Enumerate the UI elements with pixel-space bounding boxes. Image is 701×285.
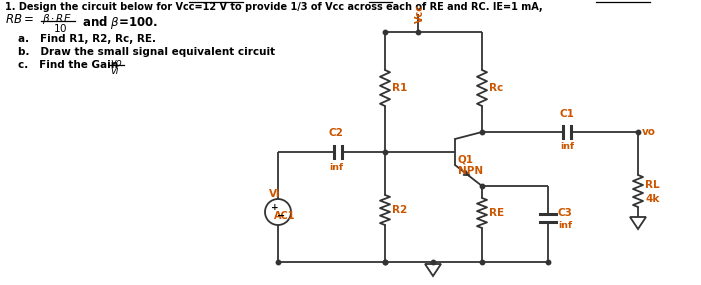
- Text: vo: vo: [642, 127, 656, 137]
- Text: +: +: [271, 203, 279, 211]
- Text: 4k: 4k: [645, 194, 660, 204]
- Text: Vi: Vi: [269, 189, 280, 199]
- Text: b.   Draw the small signal equivalent circuit: b. Draw the small signal equivalent circ…: [18, 47, 275, 57]
- Text: Vcc: Vcc: [415, 4, 425, 23]
- Text: inf: inf: [560, 142, 574, 151]
- Text: Q1: Q1: [458, 155, 474, 165]
- Text: C2: C2: [329, 128, 343, 138]
- Text: c.   Find the Gain: c. Find the Gain: [18, 60, 118, 70]
- Text: inf: inf: [558, 221, 572, 229]
- Text: −: −: [277, 211, 285, 221]
- Text: $RB =$: $RB =$: [5, 13, 34, 26]
- Text: a.   Find R1, R2, Rc, RE.: a. Find R1, R2, Rc, RE.: [18, 34, 156, 44]
- Text: vi: vi: [110, 66, 118, 76]
- Text: $\beta\cdot RE$: $\beta\cdot RE$: [42, 12, 72, 26]
- Text: $10$: $10$: [53, 22, 67, 34]
- Text: R2: R2: [392, 205, 407, 215]
- Text: C3: C3: [558, 208, 573, 218]
- Text: RL: RL: [645, 180, 660, 190]
- Text: Rc: Rc: [489, 83, 503, 93]
- Text: RE: RE: [489, 208, 504, 218]
- Text: NPN: NPN: [458, 166, 483, 176]
- Text: vo: vo: [110, 58, 122, 68]
- Text: and $\beta$=100.: and $\beta$=100.: [78, 14, 158, 31]
- Text: inf: inf: [329, 163, 343, 172]
- Text: AC1: AC1: [274, 211, 296, 221]
- Text: R1: R1: [392, 83, 407, 93]
- Text: 1. Design the circuit below for Vcc=12 V to provide 1/3 of Vcc across each of RE: 1. Design the circuit below for Vcc=12 V…: [5, 2, 543, 12]
- Text: C1: C1: [559, 109, 574, 119]
